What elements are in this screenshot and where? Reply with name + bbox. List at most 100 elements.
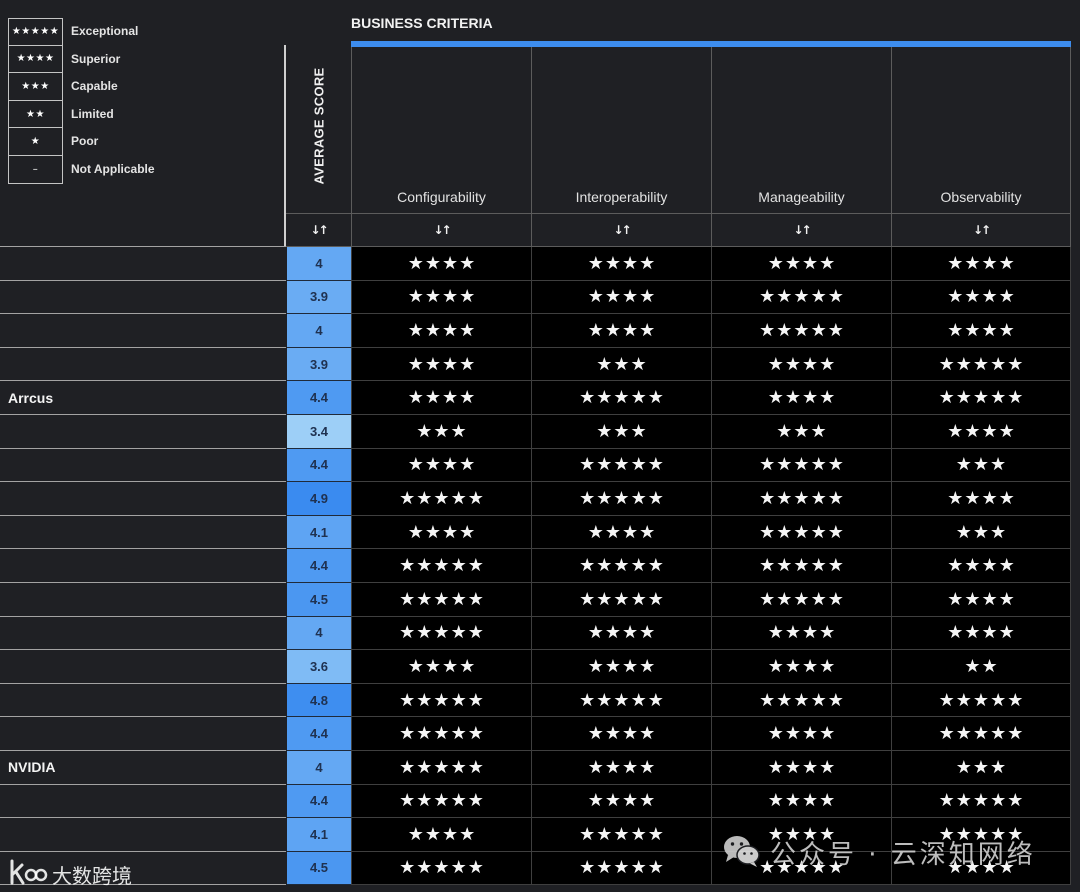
average-score-cell: 4	[286, 750, 351, 785]
average-score-cell: 3.6	[286, 650, 351, 684]
observability-rating: ★★★★	[891, 414, 1071, 449]
average-score-cell: 4.4	[286, 448, 351, 483]
manageability-rating: ★★★★★	[711, 549, 891, 583]
vendor-name: NVIDIA	[0, 751, 286, 785]
vendor-name	[0, 482, 286, 516]
legend-label: Poor	[71, 134, 99, 149]
vendor-name	[0, 852, 286, 886]
column-header-label: Interoperability	[575, 189, 668, 205]
average-score-label: AVERAGE SCORE	[311, 67, 326, 185]
interoperability-rating: ★★★★	[531, 650, 711, 684]
average-score-cell: 3.9	[286, 347, 351, 382]
manageability-rating: ★★★★★	[711, 448, 891, 483]
average-score-cell: 4.4	[286, 381, 351, 415]
manageability-rating: ★★★★★	[711, 482, 891, 516]
average-score-cell: 4.1	[286, 515, 351, 550]
interoperability-rating: ★★★★★	[531, 381, 711, 415]
table-row: 4.5 ★★★★★ ★★★★★ ★★★★★ ★★★★	[0, 582, 1071, 617]
interoperability-rating: ★★★★★	[531, 549, 711, 583]
interoperability-rating: ★★★★	[531, 515, 711, 550]
configurability-rating: ★★★★★	[351, 750, 531, 785]
table-row: 4.1 ★★★★ ★★★★★ ★★★★ ★★★★★	[0, 818, 1071, 852]
vendor-name: Arrcus	[0, 381, 286, 415]
configurability-rating: ★★★★★	[351, 549, 531, 583]
legend-dash: –	[8, 155, 63, 184]
observability-rating: ★★★★	[891, 582, 1071, 617]
configurability-rating: ★★★★	[351, 650, 531, 684]
rating-legend: ★★★★★ Exceptional ★★★★ Superior ★★★ Capa…	[8, 18, 208, 184]
table-row: 4.4 ★★★★★ ★★★★★ ★★★★★ ★★★★	[0, 549, 1071, 583]
vendor-name	[0, 348, 286, 382]
average-score-cell: 4.9	[286, 482, 351, 516]
sort-average-score-button[interactable]: ↓↑	[286, 213, 351, 247]
manageability-rating: ★★★★★	[711, 851, 891, 886]
average-score-cell: 4.5	[286, 851, 351, 886]
table-row: 4.8 ★★★★★ ★★★★★ ★★★★★ ★★★★★	[0, 683, 1071, 718]
configurability-rating: ★★★★	[351, 818, 531, 852]
manageability-rating: ★★★★	[711, 347, 891, 382]
table-row: 4.4 ★★★★★ ★★★★ ★★★★ ★★★★★	[0, 784, 1071, 819]
column-header-label: Observability	[940, 189, 1022, 205]
vendor-name	[0, 617, 286, 651]
legend-label: Superior	[71, 51, 121, 66]
sort-icon: ↓↑	[972, 223, 991, 237]
table-row: 4.1 ★★★★ ★★★★ ★★★★★ ★★★	[0, 515, 1071, 550]
configurability-rating: ★★★★★	[351, 616, 531, 651]
configurability-rating: ★★★★★	[351, 784, 531, 819]
configurability-rating: ★★★★	[351, 247, 531, 281]
interoperability-rating: ★★★★★	[531, 448, 711, 483]
average-score-cell: 3.4	[286, 414, 351, 449]
vendor-name	[0, 516, 286, 550]
vendor-name	[0, 785, 286, 819]
table-row: 3.9 ★★★★ ★★★ ★★★★ ★★★★★	[0, 347, 1071, 382]
observability-rating: ★★★★★	[891, 381, 1071, 415]
business-criteria-accent-bar	[351, 41, 1071, 47]
column-header-label: Configurability	[397, 189, 486, 205]
manageability-rating: ★★★★	[711, 818, 891, 852]
table-body: 4 ★★★★ ★★★★ ★★★★ ★★★★ 3.9 ★★★★ ★★★★ ★★★★★ ★★★★ 4 ★★…	[0, 247, 1071, 886]
sort-observability-button[interactable]: ↓↑	[891, 213, 1071, 247]
vendor-name	[0, 684, 286, 718]
configurability-rating: ★★★★	[351, 448, 531, 483]
configurability-rating: ★★★★★	[351, 851, 531, 886]
average-score-cell: 4.1	[286, 818, 351, 852]
sort-interoperability-button[interactable]: ↓↑	[531, 213, 711, 247]
sort-configurability-button[interactable]: ↓↑	[351, 213, 531, 247]
observability-rating: ★★	[891, 650, 1071, 684]
legend-label: Capable	[71, 79, 118, 94]
manageability-rating: ★★★	[711, 414, 891, 449]
configurability-rating: ★★★	[351, 414, 531, 449]
configurability-rating: ★★★★	[351, 515, 531, 550]
observability-rating: ★★★★	[891, 247, 1071, 281]
column-header-manageability: Manageability	[711, 47, 891, 213]
column-header-interoperability: Interoperability	[531, 47, 711, 213]
sort-manageability-button[interactable]: ↓↑	[711, 213, 891, 247]
vendor-name	[0, 583, 286, 617]
interoperability-rating: ★★★★	[531, 314, 711, 348]
legend-stars: ★★	[8, 100, 63, 129]
interoperability-rating: ★★★★★	[531, 482, 711, 516]
observability-rating: ★★★★	[891, 616, 1071, 651]
legend-stars: ★	[8, 128, 63, 156]
manageability-rating: ★★★★★	[711, 314, 891, 348]
vendor-name	[0, 314, 286, 348]
average-score-header: AVERAGE SCORE	[286, 45, 351, 207]
legend-stars: ★★★★	[8, 45, 63, 74]
observability-rating: ★★★★★	[891, 347, 1071, 382]
manageability-rating: ★★★★★	[711, 582, 891, 617]
sort-icon: ↓↑	[433, 223, 451, 237]
configurability-rating: ★★★★★	[351, 683, 531, 718]
legend-item-superior: ★★★★ Superior	[8, 45, 208, 74]
manageability-rating: ★★★★	[711, 381, 891, 415]
manageability-rating: ★★★★	[711, 784, 891, 819]
observability-rating: ★★★★★	[891, 818, 1071, 852]
vendor-name	[0, 818, 286, 852]
observability-rating: ★★★	[891, 448, 1071, 483]
legend-item-not-applicable: – Not Applicable	[8, 155, 208, 184]
manageability-rating: ★★★★★	[711, 280, 891, 315]
business-criteria-title: BUSINESS CRITERIA	[351, 15, 493, 31]
interoperability-rating: ★★★★★	[531, 683, 711, 718]
interoperability-rating: ★★★★★	[531, 851, 711, 886]
observability-rating: ★★★★★	[891, 784, 1071, 819]
